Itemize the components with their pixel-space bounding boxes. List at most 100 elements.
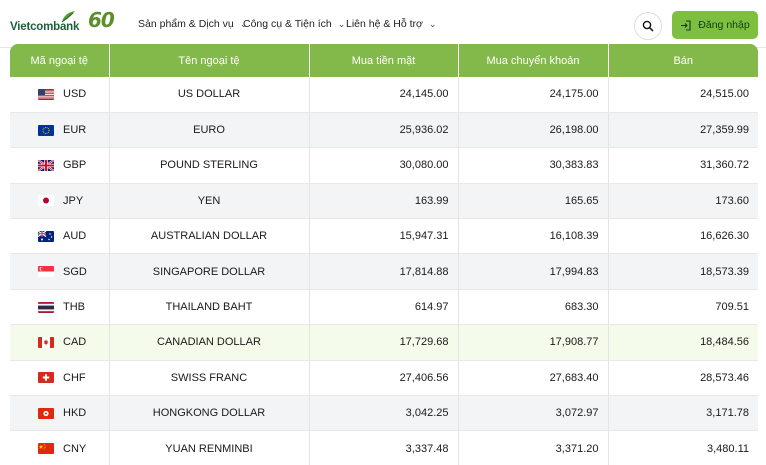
currency-name: THAILAND BAHT (109, 289, 310, 326)
nav-products-services[interactable]: Sản phẩm & Dịch vụ ⌄ (138, 18, 247, 30)
logo-leaf-icon (61, 11, 75, 23)
currency-code-cell: JPY (10, 183, 110, 220)
sell-rate: 24,515.00 (608, 77, 758, 113)
header-currency-name: Tên ngoại tệ (109, 44, 310, 77)
login-label: Đăng nhập (698, 19, 750, 31)
exchange-rate-table: Mã ngoại tệ Tên ngoại tệ Mua tiền mặt Mu… (10, 44, 758, 465)
anniversary-60-logo: 60 (88, 8, 115, 32)
table-row: CNY YUAN RENMINBI 3,337.48 3,371.20 3,480.11 (10, 430, 758, 465)
header-cash-buy: Mua tiền mặt (309, 44, 459, 77)
table-row: USD US DOLLAR 24,145.00 24,175.00 24,515.00 (10, 77, 758, 113)
table-row: CAD CANADIAN DOLLAR 17,729.68 17,908.77 18,4… (10, 324, 758, 361)
login-icon (681, 19, 691, 31)
currency-code-cell: SGD (10, 253, 110, 290)
sell-rate: 16,626.30 (608, 218, 758, 255)
au-flag-icon (38, 230, 54, 242)
sell-rate: 18,573.39 (608, 253, 758, 290)
search-icon (642, 20, 654, 32)
brand-name: Vietcombank (10, 21, 80, 33)
hk-flag-icon (38, 407, 54, 419)
sell-rate: 31,360.72 (608, 147, 758, 184)
search-button[interactable] (634, 12, 662, 40)
chevron-down-icon: ⌄ (428, 18, 437, 29)
table-header-row: Mã ngoại tệ Tên ngoại tệ Mua tiền mặt Mu… (10, 44, 758, 77)
cn-flag-icon (38, 443, 54, 455)
cash-buy-rate: 3,042.25 (309, 395, 459, 432)
cash-buy-rate: 25,936.02 (309, 112, 459, 149)
currency-code: GBP (63, 159, 87, 172)
table-row: JPY YEN 163.99 165.65 173.60 (10, 183, 758, 220)
currency-code: EUR (63, 124, 87, 137)
exchange-rate-table-container: Mã ngoại tệ Tên ngoại tệ Mua tiền mặt Mu… (10, 44, 758, 465)
table-row: GBP POUND STERLING 30,080.00 30,383.83 31,36… (10, 147, 758, 184)
currency-name: SWISS FRANC (109, 360, 310, 397)
transfer-buy-rate: 30,383.83 (458, 147, 609, 184)
sell-rate: 18,484.56 (608, 324, 758, 361)
table-row: HKD HONGKONG DOLLAR 3,042.25 3,072.97 3,171.… (10, 395, 758, 432)
currency-code: CAD (63, 336, 87, 349)
table-row: CHF SWISS FRANC 27,406.56 27,683.40 28,573.4… (10, 360, 758, 397)
ca-flag-icon (38, 336, 54, 348)
top-navigation-bar: Vietcombank 60 Sản phẩm & Dịch vụ ⌄ Công… (0, 0, 766, 48)
currency-code-cell: HKD (10, 395, 110, 432)
chevron-down-icon: ⌄ (337, 18, 346, 29)
currency-code-cell: EUR (10, 112, 110, 149)
gb-flag-icon (38, 159, 54, 171)
jp-flag-icon (38, 195, 54, 207)
cash-buy-rate: 163.99 (309, 183, 459, 220)
transfer-buy-rate: 3,371.20 (458, 430, 609, 465)
transfer-buy-rate: 16,108.39 (458, 218, 609, 255)
currency-code: AUD (63, 230, 87, 243)
vietcombank-logo[interactable]: Vietcombank (10, 10, 80, 38)
currency-name: HONGKONG DOLLAR (109, 395, 310, 432)
currency-name: YEN (109, 183, 310, 220)
table-row: AUD AUSTRALIAN DOLLAR 15,947.31 16,108.39 16… (10, 218, 758, 255)
sell-rate: 27,359.99 (608, 112, 758, 149)
transfer-buy-rate: 3,072.97 (458, 395, 609, 432)
sell-rate: 28,573.46 (608, 360, 758, 397)
currency-code-cell: CAD (10, 324, 110, 361)
transfer-buy-rate: 24,175.00 (458, 77, 609, 113)
currency-name: CANADIAN DOLLAR (109, 324, 310, 361)
header-transfer-buy: Mua chuyển khoản (458, 44, 609, 77)
eu-flag-icon (38, 124, 54, 136)
currency-code-cell: AUD (10, 218, 110, 255)
currency-code: SGD (63, 265, 87, 278)
currency-code-cell: CNY (10, 430, 110, 465)
cash-buy-rate: 24,145.00 (309, 77, 459, 113)
currency-code: HKD (63, 407, 87, 420)
table-row: THB THAILAND BAHT 614.97 683.30 709.51 (10, 289, 758, 326)
currency-name: POUND STERLING (109, 147, 310, 184)
currency-name: YUAN RENMINBI (109, 430, 310, 465)
transfer-buy-rate: 165.65 (458, 183, 609, 220)
currency-name: EURO (109, 112, 310, 149)
currency-code-cell: USD (10, 77, 110, 113)
sell-rate: 3,171.78 (608, 395, 758, 432)
currency-code-cell: THB (10, 289, 110, 326)
cash-buy-rate: 614.97 (309, 289, 459, 326)
ch-flag-icon (38, 372, 54, 384)
login-button[interactable]: Đăng nhập (672, 11, 758, 39)
currency-code-cell: GBP (10, 147, 110, 184)
currency-name: SINGAPORE DOLLAR (109, 253, 310, 290)
th-flag-icon (38, 301, 54, 313)
currency-name: AUSTRALIAN DOLLAR (109, 218, 310, 255)
table-row: EUR EURO 25,936.02 26,198.00 27,359.99 (10, 112, 758, 149)
nav-tools-utilities[interactable]: Công cụ & Tiện ích ⌄ (243, 18, 345, 30)
cash-buy-rate: 3,337.48 (309, 430, 459, 465)
cash-buy-rate: 27,406.56 (309, 360, 459, 397)
nav-label: Liên hệ & Hỗ trợ (346, 18, 423, 30)
currency-code-cell: CHF (10, 360, 110, 397)
currency-code: CNY (63, 442, 87, 455)
nav-contact-support[interactable]: Liên hệ & Hỗ trợ ⌄ (346, 18, 436, 30)
chevron-down-icon: ⌄ (239, 18, 248, 29)
currency-code: JPY (63, 194, 84, 207)
transfer-buy-rate: 17,908.77 (458, 324, 609, 361)
currency-code: THB (63, 301, 85, 314)
sg-flag-icon (38, 266, 54, 278)
transfer-buy-rate: 683.30 (458, 289, 609, 326)
currency-code: USD (63, 88, 87, 101)
cash-buy-rate: 17,814.88 (309, 253, 459, 290)
transfer-buy-rate: 17,994.83 (458, 253, 609, 290)
us-flag-icon (38, 88, 54, 100)
